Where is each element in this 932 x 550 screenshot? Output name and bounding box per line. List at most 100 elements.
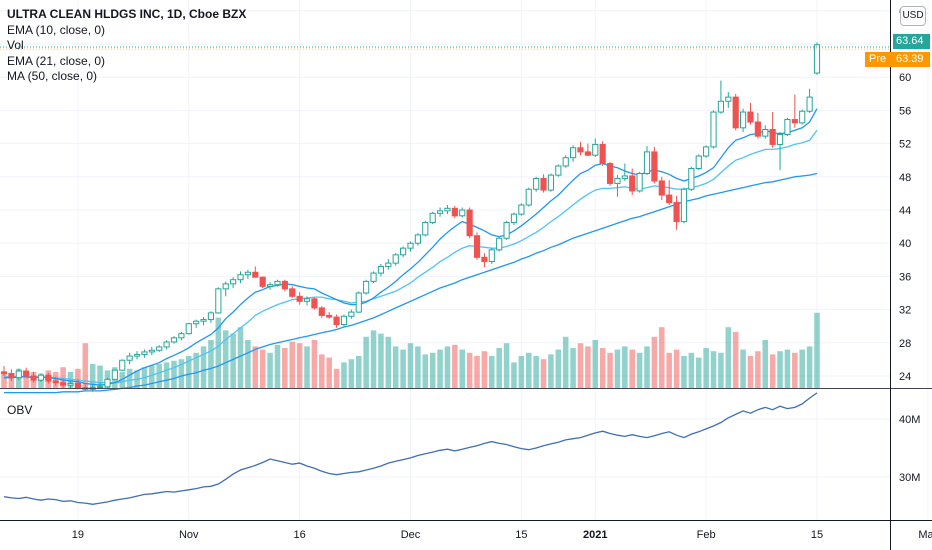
volume-bar — [710, 351, 717, 388]
candle-body — [259, 276, 266, 287]
volume-bar — [422, 354, 429, 388]
volume-bar — [289, 341, 296, 388]
candle-body — [104, 378, 111, 388]
volume-bar — [747, 356, 754, 388]
candle-body — [429, 212, 436, 223]
volume-bar — [193, 352, 199, 388]
volume-bar — [348, 359, 355, 388]
candle-body — [570, 147, 577, 159]
volume-bar — [363, 336, 369, 388]
volume-bar — [82, 343, 89, 388]
legend-ema10: EMA (10, close, 0) — [7, 22, 106, 37]
volume-bar — [1, 372, 7, 388]
volume-bar — [267, 352, 273, 388]
time-tick-label: 16 — [294, 529, 306, 541]
candle-body — [0, 371, 8, 375]
candle-body — [185, 323, 192, 335]
price-tick-label: 40 — [899, 238, 911, 250]
volume-bar — [666, 352, 672, 388]
candle-body — [769, 128, 776, 145]
candle-body — [732, 96, 739, 129]
candle-body — [680, 188, 688, 223]
candle-body — [385, 262, 392, 267]
legend-ema21: EMA (21, close, 0) — [7, 53, 106, 68]
candle-body — [740, 111, 747, 129]
candle-body — [658, 180, 665, 196]
candle-body — [163, 341, 170, 348]
volume-bar — [784, 349, 791, 388]
volume-bar — [525, 352, 532, 388]
volume-bar — [378, 333, 384, 388]
candle-body — [717, 100, 725, 113]
candle-body — [200, 319, 207, 322]
candle-body — [370, 272, 377, 282]
volume-bar — [814, 312, 820, 388]
price-tick-label: 52 — [899, 139, 911, 151]
candle-body — [540, 177, 547, 191]
candle-body — [326, 314, 333, 318]
volume-bar — [392, 346, 399, 388]
candle-body — [488, 249, 495, 262]
volume-bar — [570, 348, 576, 388]
pre-market-tag: Pre 63.39 — [865, 52, 930, 67]
candle-body — [340, 315, 348, 326]
volume-bar — [518, 356, 525, 388]
volume-bar — [149, 365, 155, 388]
volume-bar — [319, 354, 325, 388]
candle-body — [592, 143, 599, 156]
candle-body — [111, 369, 118, 380]
candle-body — [311, 298, 318, 309]
legend-vol: Vol — [7, 38, 24, 52]
volume-bar — [732, 332, 739, 388]
volume-bar — [274, 344, 281, 388]
candle-body — [481, 256, 488, 262]
price-tick-label: 24 — [899, 371, 911, 383]
volume-bar — [437, 349, 443, 388]
volume-bar — [629, 349, 635, 388]
volume-bar — [599, 348, 606, 388]
volume-bar — [311, 340, 318, 388]
volume-bar — [230, 333, 236, 388]
candle-body — [74, 382, 81, 389]
volume-bar — [178, 359, 185, 388]
candle-body — [274, 280, 281, 286]
volume-bar — [89, 364, 96, 388]
volume-bar — [555, 349, 562, 388]
volume-bar — [644, 346, 650, 388]
last-price-tag: 63.64 — [893, 34, 930, 49]
candle-body — [710, 111, 717, 148]
candle-body — [791, 119, 798, 124]
time-tick-label: 19 — [72, 529, 84, 541]
candle-body — [237, 274, 244, 281]
currency-badge[interactable]: USD — [900, 6, 926, 26]
candle-body — [525, 188, 532, 206]
price-tick-label: 44 — [899, 205, 911, 217]
candle-body — [222, 283, 229, 290]
candle-body — [377, 265, 385, 274]
candle-body — [451, 207, 458, 217]
candle-body — [207, 312, 215, 321]
volume-bar — [806, 346, 813, 388]
legend-ma50: MA (50, close, 0) — [7, 69, 98, 83]
volume-bar — [792, 352, 798, 388]
legend: ULTRA CLEAN HLDGS INC, 1D, Cboe BZX EMA … — [7, 7, 246, 85]
candle-body — [806, 96, 813, 112]
candle-body — [496, 237, 503, 251]
candle-body — [651, 151, 658, 182]
volume-bar — [695, 357, 702, 388]
candle-body — [666, 194, 673, 204]
candle-body — [281, 280, 288, 290]
candle-body — [289, 288, 296, 297]
candle-body — [562, 157, 569, 167]
volume-bar — [407, 343, 414, 388]
volume-bar — [466, 352, 473, 388]
candle-body — [473, 235, 481, 258]
volume-bar — [171, 360, 177, 388]
volume-bar — [777, 351, 783, 388]
time-tick-label: Feb — [697, 529, 716, 541]
volume-bar — [452, 344, 458, 388]
volume-bar — [769, 354, 776, 388]
candle-body — [436, 210, 444, 214]
volume-bar — [703, 348, 709, 388]
